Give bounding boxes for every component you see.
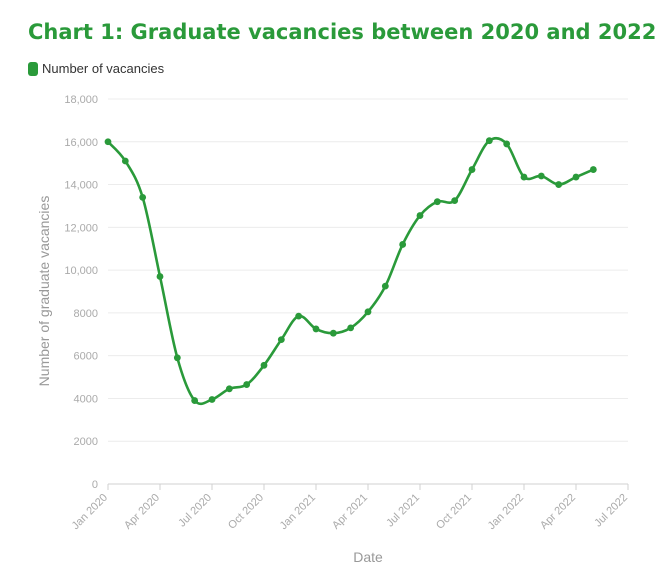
data-point[interactable] bbox=[364, 308, 372, 316]
data-point[interactable] bbox=[329, 329, 337, 337]
x-tick-label: Jul 2021 bbox=[384, 492, 422, 530]
y-tick-label: 14,000 bbox=[64, 180, 98, 192]
data-point[interactable] bbox=[104, 138, 112, 146]
data-point[interactable] bbox=[173, 354, 181, 362]
data-point[interactable] bbox=[277, 336, 285, 344]
legend-swatch bbox=[28, 61, 38, 76]
y-tick-label: 12,000 bbox=[64, 222, 98, 234]
data-point[interactable] bbox=[589, 166, 597, 173]
legend[interactable]: Number of vacancies bbox=[28, 61, 164, 76]
data-point[interactable] bbox=[139, 193, 147, 201]
grid-lines bbox=[108, 98, 628, 442]
y-axis-ticks: 0 2000 4000 6000 8000 10,000 12,000 14,000 16,00… bbox=[64, 94, 98, 491]
x-tick-label: Apr 2020 bbox=[122, 492, 162, 532]
y-tick-label: 6000 bbox=[74, 351, 98, 363]
data-point[interactable] bbox=[312, 325, 320, 333]
data-point[interactable] bbox=[572, 173, 580, 181]
data-point[interactable] bbox=[381, 282, 389, 290]
data-point[interactable] bbox=[485, 137, 493, 145]
data-point[interactable] bbox=[121, 157, 129, 165]
x-tick-label: Jan 2021 bbox=[278, 492, 318, 532]
x-tick-label: Oct 2020 bbox=[226, 492, 266, 532]
x-tick-label: Oct 2021 bbox=[434, 492, 474, 532]
data-point[interactable] bbox=[243, 381, 251, 388]
y-tick-label: 16,000 bbox=[64, 137, 98, 149]
y-tick-label: 18,000 bbox=[64, 94, 98, 106]
data-point[interactable] bbox=[433, 198, 441, 206]
x-axis-ticks: Jan 2020 Apr 2020 Jul 2020 Oct 2020 Jan 2021… bbox=[70, 484, 630, 532]
data-point[interactable] bbox=[399, 241, 407, 248]
y-tick-label: 2000 bbox=[74, 436, 98, 448]
y-tick-label: 4000 bbox=[74, 393, 98, 405]
data-point[interactable] bbox=[468, 166, 476, 173]
data-point[interactable] bbox=[208, 396, 216, 403]
x-tick-label: Jul 2022 bbox=[592, 492, 630, 530]
data-point[interactable] bbox=[451, 197, 459, 204]
x-tick-label: Apr 2022 bbox=[538, 492, 578, 532]
data-point[interactable] bbox=[347, 324, 355, 332]
x-tick-label: Apr 2021 bbox=[330, 492, 370, 532]
series-line bbox=[107, 136, 594, 406]
data-point[interactable] bbox=[537, 172, 545, 180]
data-point[interactable] bbox=[503, 140, 511, 148]
data-point[interactable] bbox=[191, 397, 199, 404]
data-point[interactable] bbox=[520, 173, 528, 181]
x-axis-title: Date bbox=[353, 549, 383, 565]
data-point[interactable] bbox=[555, 181, 563, 188]
y-tick-label: 0 bbox=[92, 479, 98, 491]
data-point[interactable] bbox=[260, 361, 268, 369]
data-point[interactable] bbox=[295, 312, 303, 320]
y-tick-label: 10,000 bbox=[64, 265, 98, 277]
x-tick-label: Jan 2022 bbox=[486, 492, 526, 532]
chart-title: Chart 1: Graduate vacancies between 2020… bbox=[28, 20, 657, 44]
legend-label: Number of vacancies bbox=[42, 61, 165, 76]
data-points bbox=[104, 137, 597, 404]
y-tick-label: 8000 bbox=[74, 308, 98, 320]
data-point[interactable] bbox=[156, 273, 164, 280]
x-tick-label: Jul 2020 bbox=[176, 492, 214, 530]
x-tick-label: Jan 2020 bbox=[70, 492, 110, 532]
y-axis-title: Number of graduate vacancies bbox=[36, 196, 52, 387]
data-point[interactable] bbox=[225, 385, 233, 393]
data-point[interactable] bbox=[416, 212, 424, 219]
